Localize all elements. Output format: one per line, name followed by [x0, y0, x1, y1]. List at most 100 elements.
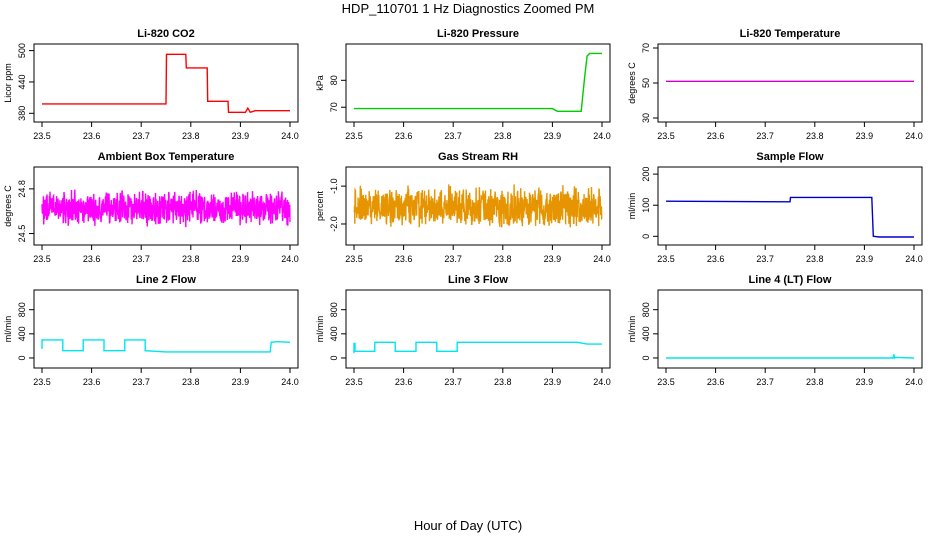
- x-tick-label: 23.9: [856, 377, 874, 387]
- x-tick-label: 24.0: [593, 254, 611, 264]
- y-tick-label: 0: [329, 355, 339, 360]
- y-tick-label: 440: [17, 74, 27, 89]
- panel-7: Line 2 Flow ml/min 23.5 23.6 23.7 23.8 23.9 24.…: [3, 274, 299, 387]
- series-line: [354, 52, 602, 113]
- x-tick-label: 23.9: [544, 377, 562, 387]
- y-tick-label: 24.8: [17, 180, 27, 198]
- x-tick-label: 23.9: [544, 254, 562, 264]
- series-line: [41, 339, 291, 353]
- plot-frame: [657, 166, 923, 246]
- panel-8: Line 3 Flow ml/min 23.5 23.6 23.7 23.8 23.9 24.…: [315, 274, 611, 387]
- y-tick-label: 70: [641, 43, 651, 53]
- plot-frame: [345, 166, 611, 246]
- x-tick-label: 23.8: [806, 254, 824, 264]
- x-tick-label: 23.8: [806, 377, 824, 387]
- x-tick-label: 23.6: [395, 377, 413, 387]
- panel-1: Li-820 CO2 Licor ppm 23.5 23.6 23.7 23.8 23.9 2…: [3, 28, 299, 141]
- x-tick-label: 23.6: [395, 131, 413, 141]
- y-tick-label: 0: [17, 355, 27, 360]
- x-tick-label: 23.5: [33, 131, 51, 141]
- x-tick-label: 23.5: [345, 254, 363, 264]
- x-tick-label: 24.0: [905, 377, 923, 387]
- series-line: [353, 184, 603, 228]
- x-tick-label: 23.8: [494, 131, 512, 141]
- y-tick-label: 80: [329, 75, 339, 85]
- panel-5: Gas Stream RH percent 23.5 23.6 23.7 23.8 23.9…: [315, 151, 611, 264]
- plot-frame: [33, 166, 299, 246]
- y-tick-label: 800: [641, 302, 651, 317]
- y-tick-label: 50: [641, 78, 651, 88]
- x-tick-label: 23.5: [345, 131, 363, 141]
- x-tick-label: 24.0: [281, 254, 299, 264]
- y-tick-label: -2.0: [329, 216, 339, 232]
- x-tick-label: 24.0: [281, 377, 299, 387]
- x-tick-label: 24.0: [905, 131, 923, 141]
- x-tick-label: 23.5: [657, 377, 675, 387]
- x-tick-label: 23.6: [83, 254, 101, 264]
- x-tick-label: 23.7: [444, 131, 462, 141]
- x-tick-label: 23.7: [444, 377, 462, 387]
- x-tick-label: 23.8: [806, 131, 824, 141]
- y-tick-label: 380: [17, 106, 27, 121]
- x-tick-label: 23.6: [707, 377, 725, 387]
- x-tick-label: 23.8: [182, 131, 200, 141]
- x-tick-label: 23.7: [756, 131, 774, 141]
- y-tick-label: 200: [641, 167, 651, 182]
- y-tick-label: 24.5: [17, 225, 27, 243]
- y-tick-label: 400: [17, 326, 27, 341]
- plot-frame: [345, 289, 611, 369]
- panel-title: Sample Flow: [756, 151, 824, 163]
- y-axis-label: ml/min: [627, 316, 637, 343]
- panel-title: Li-820 Temperature: [740, 28, 841, 40]
- series-line: [42, 53, 290, 114]
- x-tick-label: 23.9: [232, 254, 250, 264]
- x-tick-label: 23.5: [345, 377, 363, 387]
- y-tick-label: 30: [641, 113, 651, 123]
- y-tick-label: 500: [17, 43, 27, 58]
- y-tick-label: -1.0: [329, 178, 339, 194]
- panel-3: Li-820 Temperature degrees C 23.5 23.6 23.7 2…: [627, 28, 923, 141]
- y-axis-label: percent: [315, 190, 325, 221]
- x-tick-label: 23.9: [856, 254, 874, 264]
- y-axis-label: Licor ppm: [3, 63, 13, 103]
- x-tick-label: 23.6: [83, 131, 101, 141]
- x-tick-label: 23.9: [232, 131, 250, 141]
- y-axis-label: degrees C: [627, 62, 637, 104]
- panel-4: Ambient Box Temperature degrees C 23.5 23.6…: [3, 151, 299, 264]
- x-tick-label: 23.9: [544, 131, 562, 141]
- y-axis-label: ml/min: [627, 193, 637, 220]
- x-tick-label: 24.0: [593, 131, 611, 141]
- x-tick-label: 23.7: [132, 131, 150, 141]
- x-tick-label: 23.8: [182, 254, 200, 264]
- x-tick-label: 23.7: [444, 254, 462, 264]
- y-tick-label: 400: [641, 326, 651, 341]
- panel-title: Li-820 Pressure: [437, 28, 519, 40]
- x-tick-label: 23.7: [132, 254, 150, 264]
- series-line: [665, 196, 914, 238]
- panel-title: Line 2 Flow: [136, 274, 196, 286]
- plot-frame: [657, 289, 923, 369]
- panel-9: Line 4 (LT) Flow ml/min 23.5 23.6 23.7 23.8 23…: [627, 274, 923, 387]
- x-tick-label: 23.6: [707, 254, 725, 264]
- panel-6: Sample Flow ml/min 23.5 23.6 23.7 23.8 23.9 24.…: [627, 151, 923, 264]
- x-tick-label: 23.9: [856, 131, 874, 141]
- panel-title: Line 4 (LT) Flow: [749, 274, 832, 286]
- plot-frame: [657, 43, 923, 123]
- panel-title: Ambient Box Temperature: [98, 151, 235, 163]
- x-tick-label: 23.8: [494, 377, 512, 387]
- x-tick-label: 23.6: [83, 377, 101, 387]
- y-axis-label: degrees C: [3, 185, 13, 227]
- x-tick-label: 23.5: [657, 131, 675, 141]
- x-tick-label: 23.5: [657, 254, 675, 264]
- x-tick-label: 24.0: [905, 254, 923, 264]
- y-tick-label: 100: [641, 198, 651, 213]
- y-axis-label: ml/min: [3, 316, 13, 343]
- figure-title: HDP_110701 1 Hz Diagnostics Zoomed PM: [341, 1, 595, 16]
- x-tick-label: 23.7: [756, 377, 774, 387]
- y-tick-label: 400: [329, 326, 339, 341]
- plot-frame: [33, 289, 299, 369]
- y-tick-label: 70: [329, 102, 339, 112]
- x-tick-label: 23.7: [132, 377, 150, 387]
- y-axis-label: ml/min: [315, 316, 325, 343]
